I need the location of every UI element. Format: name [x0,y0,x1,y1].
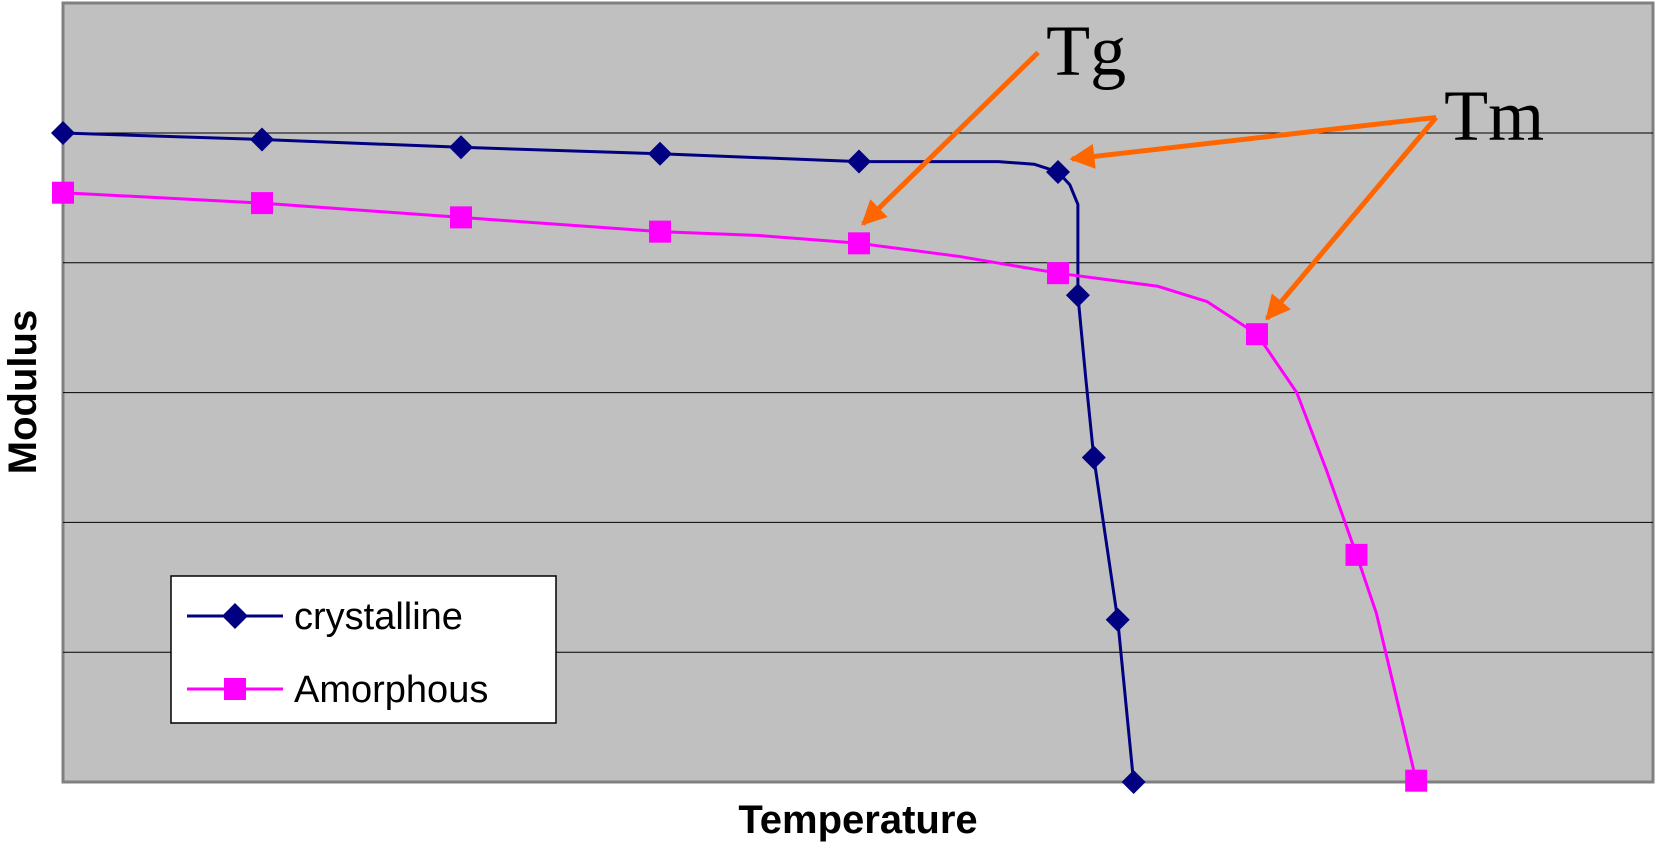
annotation-arrow-tm [1069,114,1437,169]
data-point-crystalline [1065,283,1090,308]
data-point-amorphous [52,181,74,204]
data-point-amorphous [1405,769,1428,792]
legend-marker-amorphous [224,678,246,700]
data-point-crystalline [449,135,473,160]
series-markers [51,121,1428,794]
annotation-tg: Tg [1046,11,1126,91]
data-point-crystalline [250,127,274,152]
data-point-amorphous [649,220,671,243]
x-axis-title: Temperature [738,798,977,842]
data-point-crystalline [648,141,672,166]
annotation-tm: Tm [1444,75,1544,155]
data-point-crystalline [1121,770,1146,794]
data-point-crystalline [1105,607,1130,632]
legend: crystalline Amorphous [170,575,557,724]
y-axis-title: Modulus [1,310,45,474]
data-point-amorphous [1246,323,1268,346]
data-point-crystalline [51,121,75,145]
annotations: Tg Tm [861,11,1544,321]
annotation-arrow-tm [1265,115,1439,321]
annotation-arrow-tg [861,50,1040,226]
legend-label-amorphous: Amorphous [294,669,488,711]
data-point-amorphous [251,192,273,215]
series-line-amorphous [62,191,1418,782]
data-point-amorphous [1047,262,1069,285]
legend-marker-crystalline [222,603,248,629]
data-point-amorphous [1345,543,1368,566]
data-point-crystalline [847,149,871,174]
data-point-crystalline [1046,159,1070,184]
data-point-amorphous [450,206,472,229]
legend-label-crystalline: crystalline [294,596,463,638]
data-point-crystalline [1081,445,1106,470]
data-point-amorphous [848,232,870,255]
